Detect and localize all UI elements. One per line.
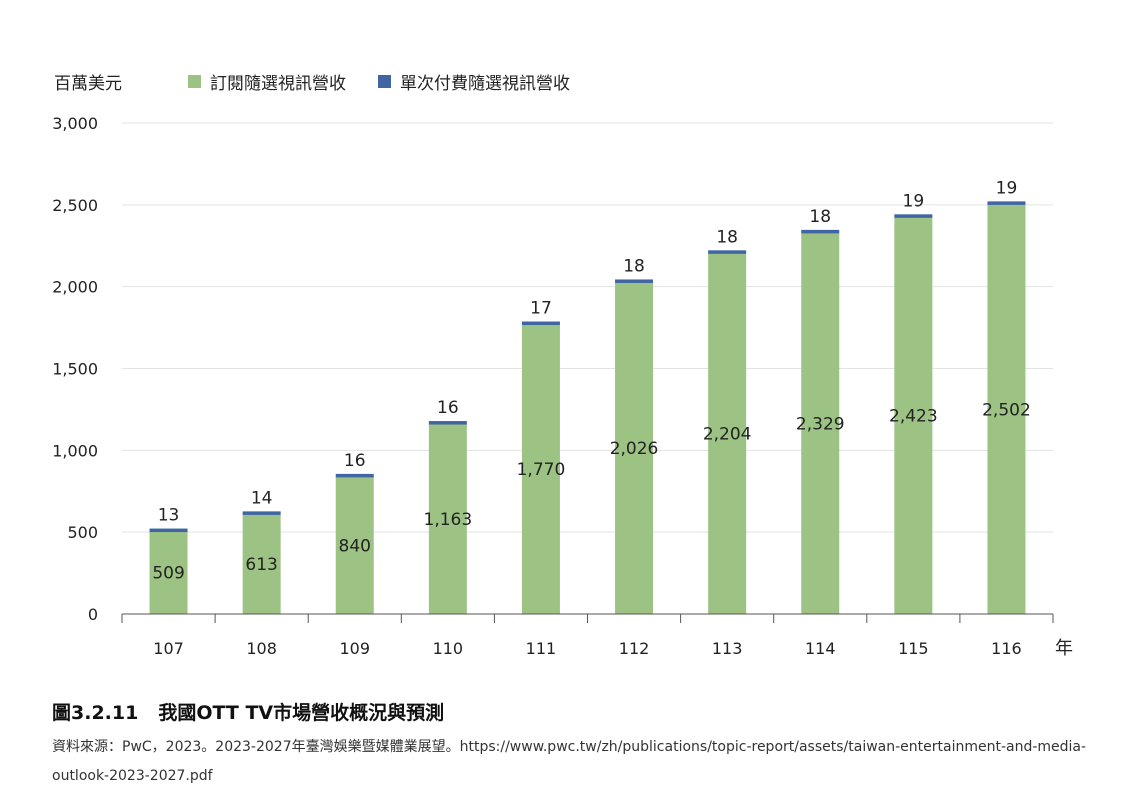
bar-subscription-112	[615, 282, 654, 614]
data-label-pay-per-view: 14	[251, 488, 273, 508]
bar-pay-per-view-107	[149, 528, 188, 533]
legend-swatch-subscription	[188, 75, 201, 88]
data-label-pay-per-view: 18	[716, 227, 738, 247]
y-tick-label: 1,500	[52, 360, 98, 379]
data-label-subscription: 613	[245, 555, 277, 575]
x-tick-label: 108	[246, 639, 277, 658]
data-label-subscription: 2,204	[703, 425, 752, 445]
bar-subscription-113	[708, 253, 747, 614]
bars	[149, 201, 1026, 615]
bar-pay-per-view-116	[987, 201, 1026, 205]
y-tick-label: 2,500	[52, 196, 98, 215]
y-tick-label: 0	[88, 605, 98, 624]
x-tick-label: 111	[526, 639, 557, 658]
legend-swatch-pay-per-view	[378, 75, 391, 88]
legend: 百萬美元 訂閱隨選視訊營收 單次付費隨選視訊營收	[54, 74, 570, 94]
data-label-pay-per-view: 13	[158, 506, 180, 526]
bar-subscription-108	[242, 513, 281, 614]
data-labels: 509 13 613 14 840 16 1,163 16 1,770 17 2,026 18 2,20…	[152, 178, 1030, 583]
data-label-pay-per-view: 19	[996, 178, 1018, 198]
data-label-pay-per-view: 18	[809, 207, 831, 227]
bar-pay-per-view-115	[894, 214, 933, 218]
x-tick-label: 112	[619, 639, 650, 658]
x-unit-label: 年	[1055, 638, 1073, 659]
bar-pay-per-view-111	[521, 321, 560, 326]
x-tick-label: 114	[805, 639, 836, 658]
data-label-subscription: 2,026	[610, 439, 659, 459]
bar-subscription-107	[149, 530, 188, 614]
data-label-pay-per-view: 17	[530, 299, 552, 319]
y-tick-label: 500	[67, 523, 98, 542]
y-unit-label: 百萬美元	[54, 74, 122, 94]
x-tick-label: 113	[712, 639, 743, 658]
data-label-subscription: 1,770	[517, 460, 566, 480]
data-label-subscription: 1,163	[424, 510, 473, 530]
y-axis-tick-labels: 0 500 1,000 1,500 2,000 2,500 3,000	[52, 114, 98, 624]
x-tick-label: 115	[898, 639, 929, 658]
data-label-pay-per-view: 16	[344, 451, 366, 471]
data-label-pay-per-view: 19	[903, 191, 925, 211]
source-note: 資料來源：PwC，2023。2023-2027年臺灣娛樂暨媒體業展望。https…	[52, 739, 1087, 784]
bar-pay-per-view-110	[428, 421, 467, 425]
bar-subscription-114	[801, 232, 840, 615]
data-label-subscription: 840	[339, 536, 371, 556]
bar-pay-per-view-109	[335, 473, 374, 478]
data-label-subscription: 509	[152, 563, 184, 583]
data-label-pay-per-view: 16	[437, 398, 459, 418]
y-tick-label: 3,000	[52, 114, 98, 133]
x-axis: 107 108 109 110 111 112 113 114 115 116 年	[121, 613, 1073, 659]
bar-pay-per-view-113	[708, 250, 747, 254]
x-tick-label: 116	[991, 639, 1022, 658]
data-label-subscription: 2,329	[796, 414, 845, 434]
legend-label-subscription: 訂閱隨選視訊營收	[210, 74, 346, 94]
figure-caption: 圖3.2.11 我國OTT TV市場營收概況與預測	[52, 698, 444, 725]
y-tick-label: 1,000	[52, 441, 98, 460]
figure-number: 圖3.2.11	[52, 702, 139, 724]
x-tick-label: 109	[339, 639, 370, 658]
bar-subscription-109	[335, 476, 374, 614]
y-tick-label: 2,000	[52, 278, 98, 297]
bar-subscription-110	[428, 423, 467, 614]
bar-pay-per-view-108	[242, 511, 281, 515]
data-label-subscription: 2,423	[889, 407, 938, 427]
bar-subscription-111	[521, 324, 560, 614]
data-label-pay-per-view: 18	[623, 256, 645, 276]
bar-subscription-116	[987, 204, 1026, 615]
legend-label-pay-per-view: 單次付費隨選視訊營收	[400, 74, 570, 94]
bar-subscription-115	[894, 217, 933, 614]
x-tick-label: 107	[153, 639, 184, 658]
bar-pay-per-view-112	[615, 279, 654, 283]
bar-pay-per-view-114	[801, 229, 840, 234]
data-label-subscription: 2,502	[982, 400, 1031, 420]
figure-title: 我國OTT TV市場營收概況與預測	[158, 702, 445, 724]
ott-revenue-chart: 0 500 1,000 1,500 2,000 2,500 3,000 509 13 613 14…	[52, 74, 1073, 659]
x-tick-label: 110	[433, 639, 464, 658]
